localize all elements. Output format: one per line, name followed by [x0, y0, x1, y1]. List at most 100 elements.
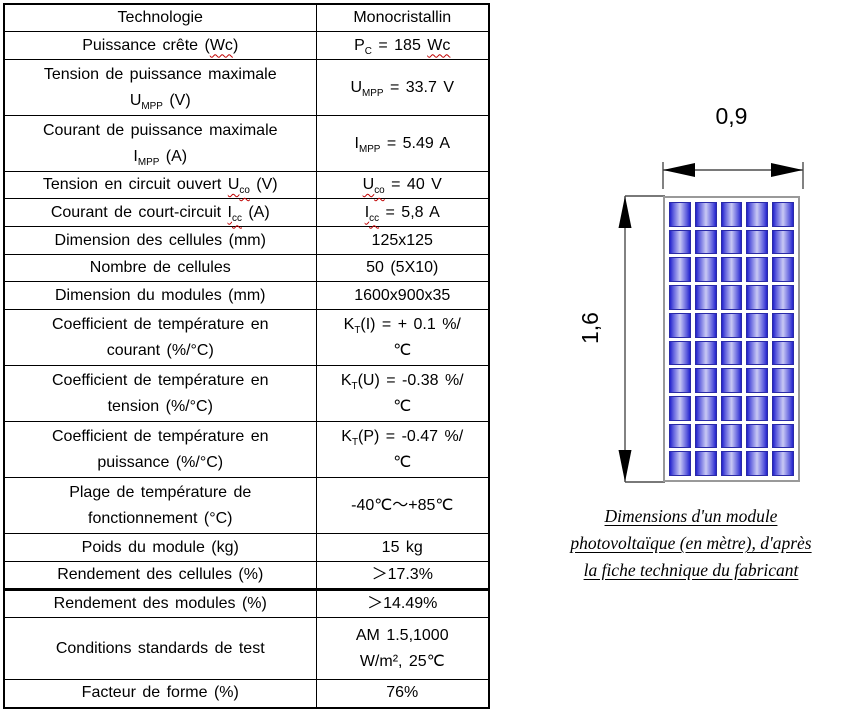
cell-text: Tension en circuit ouvert — [42, 176, 228, 193]
height-dimension-arrow — [618, 195, 665, 483]
cell-text: K — [340, 371, 352, 389]
spec-label-cell: Facteur de forme (%) — [3, 679, 317, 708]
cell-text: 15 kg — [381, 538, 423, 556]
spellcheck-flagged-text: cc — [232, 212, 242, 224]
cell-text: Facteur de forme (%) — [81, 684, 239, 702]
cell-text: MPP — [358, 143, 381, 155]
spec-label-cell: Conditions standards de test — [3, 617, 317, 680]
spec-value-cell: -40℃～+85℃ — [315, 477, 490, 534]
solar-cell — [746, 229, 769, 255]
table-row: Coefficient de température en tension (%/… — [3, 365, 490, 422]
spec-value-cell: Monocristallin — [315, 3, 490, 32]
table-row: Puissance crête (Wc) PC = 185 Wc — [3, 31, 490, 60]
solar-cell — [746, 340, 769, 366]
spec-label-cell: Dimension du modules (mm) — [3, 281, 317, 310]
solar-cell — [720, 202, 743, 227]
cell-text: Puissance crête ( — [82, 36, 210, 54]
cell-text: K — [341, 427, 352, 445]
cell-text: puissance (%/°C) — [97, 453, 224, 471]
spec-label-cell: Courant de court-circuit Icc (A) — [3, 198, 317, 227]
cell-text: = 5,8 A — [379, 203, 440, 221]
solar-cell — [669, 423, 691, 449]
solar-cell — [694, 229, 717, 255]
solar-cell — [720, 257, 743, 283]
spec-value-cell: 50 (5X10) — [315, 254, 490, 282]
cell-text: -40℃～+85℃ — [351, 496, 454, 514]
solar-cell — [772, 340, 794, 366]
table-row: Coefficient de température en puissance (… — [3, 421, 490, 478]
cell-text: courant (%/°C) — [106, 341, 214, 359]
spec-label-cell: Courant de puissance maximale IMPP (A) — [3, 115, 317, 172]
spec-value-cell: Uco = 40 V — [315, 171, 490, 199]
spec-value-cell: KT(I) = + 0.1 %/ ℃ — [315, 309, 490, 366]
solar-cell — [772, 451, 794, 476]
cell-text: fonctionnement (°C) — [88, 509, 233, 527]
spellcheck-flagged-text: I — [364, 203, 370, 221]
solar-cell — [669, 229, 691, 255]
spellcheck-flagged-text: U — [227, 176, 240, 193]
cell-text: = 185 — [371, 36, 428, 54]
cell-text: Plage de température de — [69, 483, 252, 501]
spec-label-cell: Plage de température de fonctionnement (°… — [3, 477, 317, 534]
spec-value-cell: PC = 185 Wc — [315, 31, 490, 60]
spec-label-cell: Coefficient de température en puissance (… — [3, 421, 317, 478]
cell-text: C — [364, 45, 372, 57]
spec-label-cell: Rendement des cellules (%) — [3, 561, 317, 590]
solar-cell — [746, 202, 769, 227]
solar-cell — [772, 395, 794, 421]
spellcheck-flagged-text: cc — [369, 212, 380, 224]
cell-text: I — [133, 147, 138, 165]
spec-value-cell: KT(P) = -0.47 %/ ℃ — [315, 421, 490, 478]
cell-text: Nombre de cellules — [89, 259, 231, 276]
solar-cell — [694, 285, 717, 310]
solar-cell — [669, 395, 691, 421]
solar-cell — [746, 395, 769, 421]
solar-cell — [720, 229, 743, 255]
solar-cell — [694, 312, 717, 338]
cell-text: 125x125 — [371, 231, 433, 249]
spec-value-cell: ＞14.49% — [315, 588, 490, 618]
cell-text: (V) — [162, 91, 191, 109]
spec-label-cell: Dimension des cellules (mm) — [3, 226, 317, 255]
height-dimension-label: 1,6 — [577, 312, 603, 344]
table-row: Nombre de cellules 50 (5X10) — [3, 254, 490, 282]
cell-text: P — [354, 36, 365, 54]
solar-cell — [694, 368, 717, 393]
module-diagram: 0,9 1,6 Dimensions d'un module photovolta… — [530, 0, 852, 708]
cell-text: = 40 V — [384, 176, 442, 193]
solar-cell — [669, 285, 691, 310]
solar-cell — [772, 285, 794, 310]
cell-text: Technologie — [117, 9, 203, 26]
cell-text: T — [354, 324, 361, 336]
solar-cell — [669, 257, 691, 283]
spec-label-cell: Rendement des modules (%) — [3, 588, 317, 618]
cell-text: 76% — [386, 684, 419, 702]
cell-text: Monocristallin — [353, 9, 452, 26]
cell-text: MPP — [362, 87, 384, 99]
spec-value-cell: AM 1.5,1000 W/m², 25℃ — [315, 617, 490, 680]
table-row: Dimension du modules (mm) 1600x900x35 — [3, 281, 490, 310]
cell-text: ℃ — [393, 453, 412, 471]
spec-table-body: Technologie Monocristallin Puissance crête… — [3, 3, 490, 708]
cell-text: U — [129, 91, 142, 109]
cell-text: 50 (5X10) — [366, 259, 439, 276]
table-row: Tension en circuit ouvert Uco (V) Uco = 4… — [3, 171, 490, 199]
solar-cell — [694, 423, 717, 449]
solar-cell — [746, 368, 769, 393]
spec-value-cell: 1600x900x35 — [315, 281, 490, 310]
cell-text: (V) — [249, 176, 278, 193]
cell-text: Coefficient de température en — [52, 315, 269, 333]
solar-cell — [746, 451, 769, 476]
table-row: Rendement des modules (%) ＞14.49% — [3, 588, 490, 618]
spec-label-cell: Nombre de cellules — [3, 254, 317, 282]
cell-text: (P) = -0.47 %/ — [358, 427, 464, 445]
solar-cell — [720, 368, 743, 393]
solar-cell — [772, 368, 794, 393]
solar-cell — [669, 368, 691, 393]
cell-text: U — [350, 78, 363, 96]
solar-cell — [669, 451, 691, 476]
caption-line: Dimensions d'un module — [604, 506, 778, 526]
cell-text: Rendement des modules (%) — [53, 595, 267, 612]
spec-value-cell: 76% — [315, 679, 490, 708]
table-row: Tension de puissance maximale UMPP (V) UMP… — [3, 59, 490, 116]
